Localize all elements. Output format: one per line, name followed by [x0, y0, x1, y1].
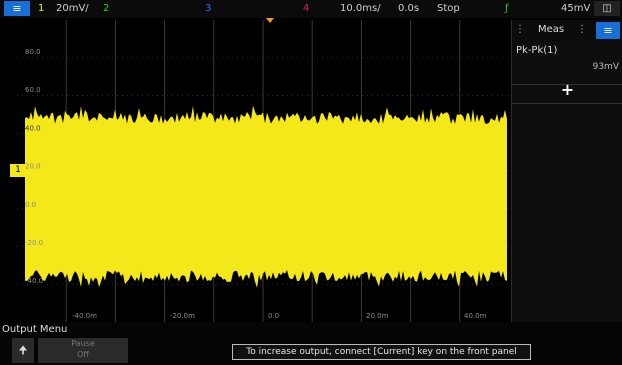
waveform-display[interactable]: 80.0 60.0 40.0 20.0 0.0 -20.0 -40.0 -40.0m -20.… [17, 20, 509, 322]
y-axis-labels: 80.0 60.0 40.0 20.0 0.0 -20.0 -40.0 [25, 48, 43, 285]
channel-1-scale[interactable]: 20mV/ [56, 3, 89, 14]
y-tick-label: 0.0 [25, 201, 36, 209]
panel-header: ⋮ Meas ⋮ ≡ [512, 20, 622, 42]
run-stop-status[interactable]: Stop [437, 3, 460, 14]
channel-1-number[interactable]: 1 [38, 3, 45, 14]
channel-2-number[interactable]: 2 [103, 3, 110, 14]
help-icon[interactable]: ◫ [594, 1, 620, 16]
x-tick-label: 20.0m [366, 312, 389, 320]
y-tick-label: 20.0 [25, 163, 41, 171]
timebase-scale[interactable]: 10.0ms/ [340, 3, 381, 14]
trigger-level[interactable]: 45mV [561, 3, 591, 14]
softkey-label: Pause [71, 339, 95, 348]
x-tick-label: 40.0m [464, 312, 487, 320]
y-tick-label: 80.0 [25, 48, 41, 56]
y-tick-label: -40.0 [25, 277, 43, 285]
ground-marker[interactable]: 1 [10, 164, 26, 177]
softkey-menu-title: Output Menu [2, 324, 68, 335]
waveform-svg: 80.0 60.0 40.0 20.0 0.0 -20.0 -40.0 -40.0m -20.… [17, 20, 509, 322]
pause-softkey[interactable]: Pause Off [38, 338, 128, 363]
measurement-value: 93mV [592, 62, 619, 72]
measurement-item[interactable]: Pk-Pk(1) 93mV [512, 42, 622, 85]
top-status-bar: ≡ 1 20mV/ 2 3 4 10.0ms/ 0.0s Stop ƒ 45mV… [0, 0, 622, 18]
y-tick-label: -20.0 [25, 239, 43, 247]
hint-message: To increase output, connect [Current] ke… [232, 344, 531, 360]
panel-title[interactable]: Meas [538, 24, 565, 35]
x-tick-label: 0.0 [268, 312, 279, 320]
time-delay[interactable]: 0.0s [398, 3, 420, 14]
channel-1-trace [25, 105, 507, 288]
x-axis-labels: -40.0m -20.0m 0.0 20.0m 40.0m [72, 312, 487, 320]
menu-icon[interactable]: ≡ [4, 1, 30, 16]
y-tick-label: 60.0 [25, 86, 41, 94]
trigger-position-marker[interactable] [266, 18, 274, 23]
channel-3-number[interactable]: 3 [205, 3, 212, 14]
channel-4-number[interactable]: 4 [303, 3, 310, 14]
back-arrow-icon[interactable]: 🠉 [12, 338, 34, 363]
y-tick-label: 40.0 [25, 124, 41, 132]
panel-options-icon[interactable]: ⋮ [577, 24, 587, 35]
measurement-panel: ⋮ Meas ⋮ ≡ Pk-Pk(1) 93mV + [511, 20, 622, 322]
noise-waveform [25, 105, 507, 288]
panel-collapse-icon[interactable]: ⋮ [515, 24, 525, 35]
add-measurement-button[interactable]: + [512, 77, 622, 104]
trigger-icon[interactable]: ƒ [505, 3, 509, 14]
panel-menu-icon[interactable]: ≡ [596, 22, 620, 39]
measurement-name: Pk-Pk(1) [516, 45, 558, 56]
x-tick-label: -20.0m [170, 312, 195, 320]
x-tick-label: -40.0m [72, 312, 97, 320]
softkey-value: Off [77, 350, 89, 359]
